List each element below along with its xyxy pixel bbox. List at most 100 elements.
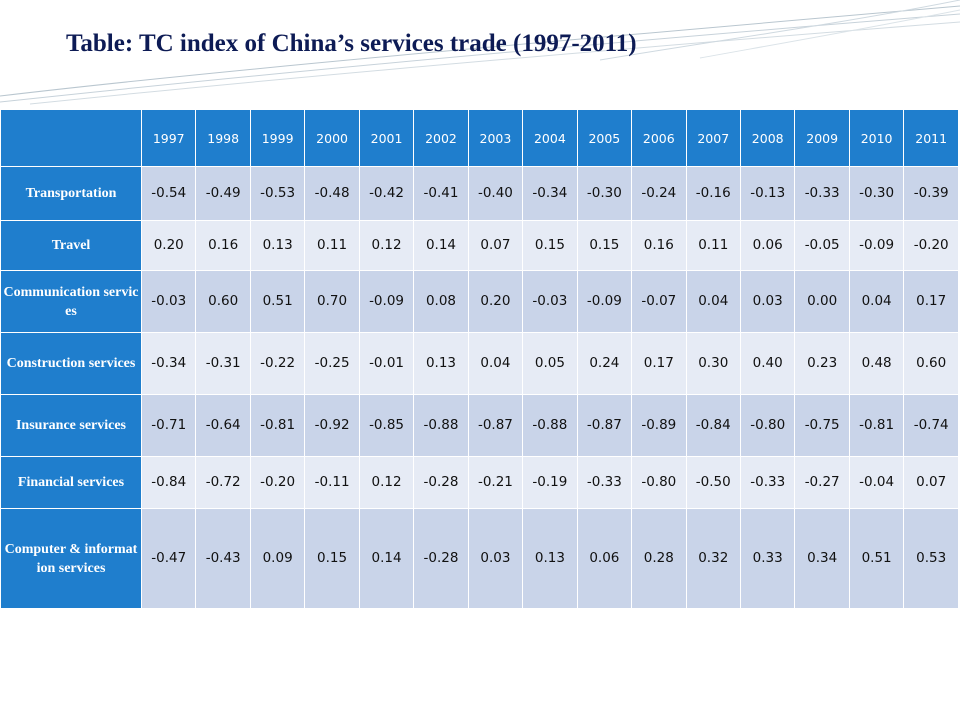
value-cell: 0.13 bbox=[249, 220, 306, 271]
row-label-cell: Travel bbox=[0, 220, 142, 271]
value-cell: -0.87 bbox=[576, 394, 633, 457]
value-cell: 0.08 bbox=[413, 270, 469, 333]
value-cell: 0.03 bbox=[739, 270, 796, 333]
row-label-cell: Computer & information services bbox=[0, 508, 142, 609]
value-cell: -0.03 bbox=[140, 270, 197, 333]
row-label-cell: Financial services bbox=[0, 456, 142, 509]
year-header-cell: 2005 bbox=[576, 109, 633, 167]
value-cell: -0.43 bbox=[195, 508, 251, 609]
year-header-cell: 1997 bbox=[140, 109, 197, 167]
table-body: Transportation -0.54 -0.49 -0.53 -0.48 -0.42-… bbox=[0, 166, 959, 609]
value-cell: -0.09 bbox=[848, 220, 905, 271]
year-header-cell: 2008 bbox=[739, 109, 796, 167]
value-cell: -0.13 bbox=[739, 166, 796, 221]
value-cell: 0.20 bbox=[467, 270, 524, 333]
value-cell: -0.21 bbox=[467, 456, 524, 509]
value-cell: -0.09 bbox=[358, 270, 415, 333]
value-cell: 0.17 bbox=[903, 270, 959, 333]
value-cell: -0.71 bbox=[140, 394, 197, 457]
value-cell: -0.25 bbox=[304, 332, 360, 395]
year-header-cell: 1999 bbox=[249, 109, 306, 167]
value-cell: -0.24 bbox=[631, 166, 687, 221]
value-cell: 0.07 bbox=[903, 456, 959, 509]
value-cell: 0.13 bbox=[522, 508, 578, 609]
value-cell: -0.09 bbox=[576, 270, 633, 333]
value-cell: -0.41 bbox=[413, 166, 469, 221]
value-cell: -0.42 bbox=[358, 166, 415, 221]
value-cell: -0.01 bbox=[358, 332, 415, 395]
value-cell: -0.33 bbox=[739, 456, 796, 509]
table-row: Computer & information services -0.47 -0.4… bbox=[0, 508, 959, 609]
value-cell: -0.88 bbox=[413, 394, 469, 457]
value-cell: 0.04 bbox=[685, 270, 741, 333]
value-cell: -0.33 bbox=[794, 166, 850, 221]
value-cell: -0.05 bbox=[794, 220, 850, 271]
year-header-cell: 2009 bbox=[794, 109, 850, 167]
value-cell: -0.64 bbox=[195, 394, 251, 457]
value-cell: -0.54 bbox=[140, 166, 197, 221]
table-row: Financial services -0.84 -0.72 -0.20 -0.11 0.… bbox=[0, 456, 959, 509]
value-cell: -0.53 bbox=[249, 166, 306, 221]
value-cell: -0.81 bbox=[848, 394, 905, 457]
tc-index-table: 1997 1998 1999 2000 2001 2002 2003 2004 2005 2006… bbox=[0, 109, 959, 609]
value-cell: -0.74 bbox=[903, 394, 959, 457]
row-label-cell: Insurance services bbox=[0, 394, 142, 457]
value-cell: -0.39 bbox=[903, 166, 959, 221]
year-header-cell: 2000 bbox=[304, 109, 360, 167]
value-cell: 0.16 bbox=[631, 220, 687, 271]
year-header-cell: 2003 bbox=[467, 109, 524, 167]
value-cell: 0.60 bbox=[903, 332, 959, 395]
value-cell: 0.60 bbox=[195, 270, 251, 333]
value-cell: -0.85 bbox=[358, 394, 415, 457]
value-cell: -0.50 bbox=[685, 456, 741, 509]
value-cell: 0.32 bbox=[685, 508, 741, 609]
value-cell: 0.12 bbox=[358, 220, 415, 271]
year-header-cell: 2007 bbox=[685, 109, 741, 167]
value-cell: 0.30 bbox=[685, 332, 741, 395]
value-cell: -0.28 bbox=[413, 456, 469, 509]
year-header-cell: 2011 bbox=[903, 109, 959, 167]
value-cell: 0.11 bbox=[304, 220, 360, 271]
value-cell: 0.14 bbox=[413, 220, 469, 271]
table-header-row: 1997 1998 1999 2000 2001 2002 2003 2004 2005 2006… bbox=[0, 109, 959, 167]
value-cell: -0.84 bbox=[685, 394, 741, 457]
table-row: Transportation -0.54 -0.49 -0.53 -0.48 -0.42-… bbox=[0, 166, 959, 221]
value-cell: 0.15 bbox=[304, 508, 360, 609]
value-cell: 0.15 bbox=[522, 220, 578, 271]
table-row: Travel 0.20 0.16 0.13 0.11 0.12 0.14 0.07 0.15 0.… bbox=[0, 220, 959, 271]
value-cell: 0.34 bbox=[794, 508, 850, 609]
value-cell: -0.34 bbox=[140, 332, 197, 395]
value-cell: 0.12 bbox=[358, 456, 415, 509]
value-cell: 0.07 bbox=[467, 220, 524, 271]
value-cell: 0.40 bbox=[739, 332, 796, 395]
value-cell: 0.15 bbox=[576, 220, 633, 271]
value-cell: -0.33 bbox=[576, 456, 633, 509]
year-header-cell: 2001 bbox=[358, 109, 415, 167]
value-cell: 0.51 bbox=[848, 508, 905, 609]
value-cell: 0.06 bbox=[576, 508, 633, 609]
value-cell: -0.20 bbox=[903, 220, 959, 271]
value-cell: -0.27 bbox=[794, 456, 850, 509]
row-label-cell: Transportation bbox=[0, 166, 142, 221]
year-header-cell: 2002 bbox=[413, 109, 469, 167]
value-cell: -0.04 bbox=[848, 456, 905, 509]
value-cell: -0.48 bbox=[304, 166, 360, 221]
value-cell: 0.04 bbox=[848, 270, 905, 333]
value-cell: 0.33 bbox=[739, 508, 796, 609]
value-cell: 0.05 bbox=[522, 332, 578, 395]
value-cell: -0.49 bbox=[195, 166, 251, 221]
table-row: Communication services -0.03 0.60 0.51 0.70-… bbox=[0, 270, 959, 333]
value-cell: 0.24 bbox=[576, 332, 633, 395]
year-header-cell: 2006 bbox=[631, 109, 687, 167]
value-cell: 0.06 bbox=[739, 220, 796, 271]
value-cell: -0.75 bbox=[794, 394, 850, 457]
value-cell: -0.92 bbox=[304, 394, 360, 457]
value-cell: 0.13 bbox=[413, 332, 469, 395]
value-cell: 0.23 bbox=[794, 332, 850, 395]
table-row: Construction services -0.34 -0.31 -0.22 -0.2… bbox=[0, 332, 959, 395]
value-cell: -0.16 bbox=[685, 166, 741, 221]
value-cell: -0.20 bbox=[249, 456, 306, 509]
value-cell: -0.72 bbox=[195, 456, 251, 509]
value-cell: -0.47 bbox=[140, 508, 197, 609]
value-cell: -0.31 bbox=[195, 332, 251, 395]
